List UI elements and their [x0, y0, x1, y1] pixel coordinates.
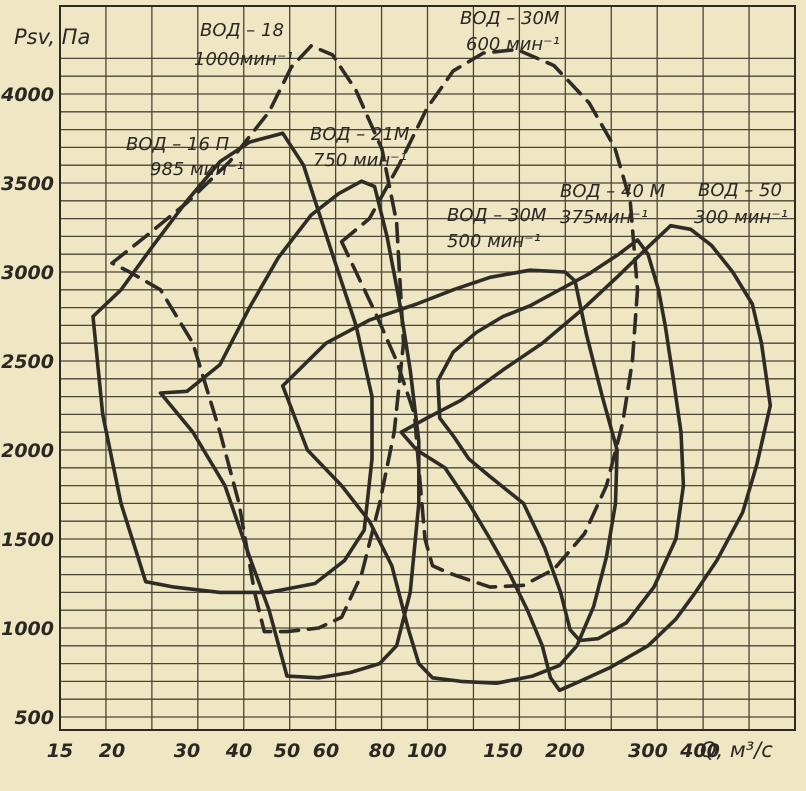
series-label-6-line-1: ВОД – 40 М [560, 181, 666, 202]
y-axis-label: Psv, Па [14, 25, 90, 49]
x-tick-label: 200 [545, 740, 585, 762]
x-tick-label: 300 [628, 740, 668, 762]
y-tick-label: 3000 [1, 262, 54, 284]
series-label-3-line-1: ВОД – 21М [310, 124, 410, 145]
series-label-7-line-1: ВОД – 50 [698, 180, 782, 201]
y-tick-label: 2000 [1, 440, 54, 462]
series-curve-5 [280, 268, 619, 685]
series-labels: ВОД – 16 П 985 мин⁻¹ ВОД – 18 1000мин⁻¹ ВОД … [126, 8, 788, 252]
plot-frame [59, 5, 796, 731]
series-label-5-line-1: ВОД – 30М [447, 205, 547, 226]
x-tick-label: 15 [47, 740, 73, 762]
chart-grid [59, 6, 796, 730]
x-tick-label: 40 [225, 740, 252, 762]
series-curve-1 [91, 131, 374, 595]
series-label-4-line-1: ВОД – 30М [460, 8, 560, 29]
x-tick-label: 400 [679, 740, 720, 762]
series-curve-7 [399, 223, 773, 693]
x-tick-label: 100 [407, 740, 447, 762]
series-label-1-line-2: 985 мин⁻¹ [150, 159, 244, 180]
series-label-7-line-2: 300 мин⁻¹ [694, 207, 788, 228]
y-tick-label: 1000 [1, 618, 54, 640]
x-tick-label: 80 [369, 740, 395, 762]
series-curve-6 [436, 238, 686, 643]
series-layer [91, 44, 773, 693]
series-curve-2 [110, 44, 406, 634]
y-tick-labels: 500 1000 1500 2000 2500 3000 3500 4000 [0, 84, 54, 729]
x-tick-label: 150 [483, 740, 523, 762]
y-tick-label: 1500 [1, 529, 54, 551]
series-label-2-line-1: ВОД – 18 [200, 20, 284, 41]
series-label-5-line-2: 500 мин⁻¹ [447, 231, 541, 252]
y-tick-label: 3500 [1, 173, 54, 195]
series-label-3-line-2: 750 мин⁻¹ [313, 150, 407, 171]
x-tick-labels: 15 20 30 40 50 60 80 100 150 200 300 400 [47, 740, 720, 762]
y-tick-label: 4000 [0, 84, 54, 106]
series-label-6-line-2: 375мин⁻¹ [560, 207, 648, 228]
series-label-1-line-1: ВОД – 16 П [126, 134, 230, 155]
series-curve-3 [158, 179, 421, 680]
x-axis-label: Q, м³/с [700, 738, 773, 762]
x-tick-label: 30 [174, 740, 200, 762]
y-tick-label: 2500 [1, 351, 54, 373]
y-tick-label: 500 [14, 707, 54, 729]
series-label-2-line-2: 1000мин⁻¹ [194, 49, 294, 70]
x-tick-label: 60 [313, 740, 339, 762]
x-tick-label: 50 [274, 740, 300, 762]
series-label-4-line-2: 600 мин⁻¹ [466, 34, 560, 55]
x-tick-label: 20 [99, 740, 125, 762]
